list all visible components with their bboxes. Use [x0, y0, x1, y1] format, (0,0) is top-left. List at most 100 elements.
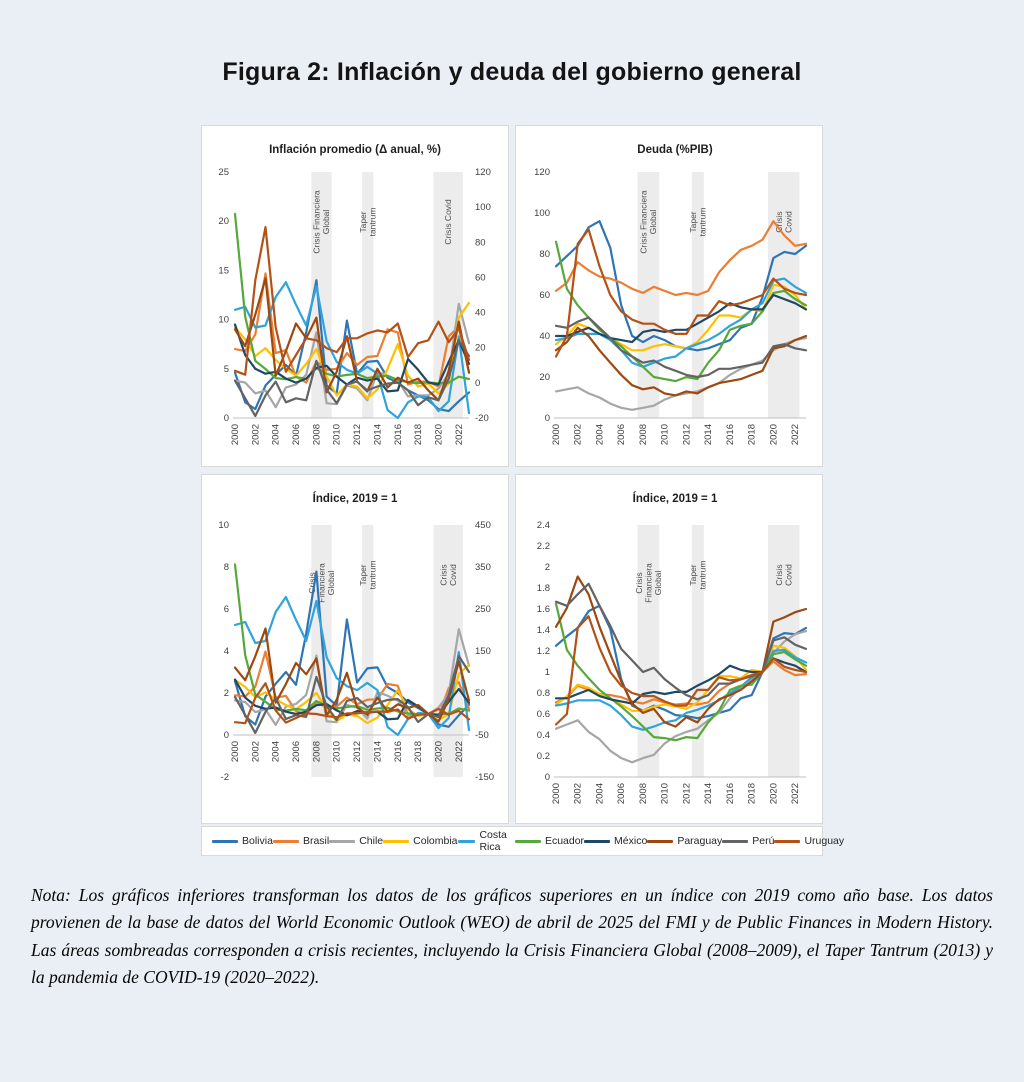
x-axis-tick: 2002	[250, 741, 261, 762]
figure-container: Crisis Financiera Global Taper tantrum Crisi…	[201, 125, 844, 856]
chart-canvas-2: Crisis Financiera Global Taper tantrum Crisis…	[218, 492, 494, 783]
chart-grid: Crisis Financiera Global Taper tantrum Crisi…	[201, 125, 823, 824]
crisis-band-label: Crisis Financiera	[312, 190, 322, 254]
y-axis-tick-left: 15	[218, 265, 229, 276]
series-line-uruguay	[233, 225, 471, 376]
crisis-band	[311, 525, 332, 777]
y-axis-tick-right: 0	[475, 378, 480, 389]
crisis-band-label: Taper	[358, 211, 368, 232]
legend-label: Costa Rica	[479, 829, 507, 853]
x-axis-tick: 2000	[551, 424, 562, 445]
crisis-band-label: Crisis	[774, 211, 784, 232]
series-line-uruguay	[233, 682, 471, 725]
chart-canvas-0: Crisis Financiera Global Taper tantrum Crisi…	[218, 144, 491, 445]
x-axis-tick: 2018	[747, 783, 758, 804]
x-axis-tick: 2020	[768, 783, 779, 804]
y-axis-tick-left: 80	[539, 249, 550, 260]
y-axis-tick-left: 20	[218, 216, 229, 227]
y-axis-tick-left: 10	[218, 520, 229, 531]
legend-line-swatch	[329, 839, 356, 843]
legend-item-bolivia: Bolivia	[212, 835, 273, 847]
series-line-brasil	[554, 220, 808, 297]
legend-label: Colombia	[413, 835, 458, 847]
series-line-uruguay	[554, 228, 808, 358]
legend-line-swatch	[584, 839, 611, 843]
y-axis-tick-left: 1.6	[537, 604, 550, 615]
legend-line-swatch	[457, 839, 476, 843]
legend-line-swatch	[272, 839, 299, 843]
x-axis-tick: 2010	[660, 783, 671, 804]
y-axis-tick-left: 0.4	[537, 730, 550, 741]
y-axis-tick-left: 2.4	[537, 520, 550, 531]
crisis-band-label: tantrum	[698, 208, 708, 237]
y-axis-tick-left: 120	[534, 167, 550, 178]
chart-canvas-3: Crisis Financiera Global Taper tantrum Crisis…	[537, 492, 808, 804]
legend-line-swatch	[514, 839, 541, 843]
chart-title: Índice, 2019 = 1	[633, 492, 718, 505]
x-axis-tick: 2014	[703, 783, 714, 804]
x-axis-tick: 2008	[638, 783, 649, 804]
y-axis-tick-right: 50	[475, 688, 486, 699]
crisis-band-label: Crisis	[634, 572, 644, 593]
chart-legend: Bolivia Brasil Chile Colombia Costa Rica Ecua…	[201, 826, 844, 856]
y-axis-tick-right: 80	[475, 237, 486, 248]
legend-label: Ecuador	[544, 835, 585, 847]
x-axis-tick: 2004	[271, 424, 282, 445]
legend-label: Paraguay	[677, 835, 723, 847]
crisis-band-label: tantrum	[698, 561, 708, 590]
x-axis-tick: 2016	[725, 424, 736, 445]
legend-label: Bolivia	[242, 835, 273, 847]
x-axis-tick: 2012	[352, 741, 363, 762]
crisis-band-label: Crisis	[307, 572, 317, 593]
x-axis-tick: 2020	[433, 424, 444, 445]
x-axis-tick: 2012	[681, 783, 692, 804]
y-axis-tick-left: 5	[224, 364, 229, 375]
y-axis-tick-left: 0.2	[537, 751, 550, 762]
legend-line-swatch	[383, 839, 410, 843]
crisis-band-label: Crisis	[438, 564, 448, 585]
crisis-band-label: tantrum	[368, 561, 378, 590]
y-axis-tick-left: 25	[218, 167, 229, 178]
x-axis-tick: 2012	[352, 424, 363, 445]
x-axis-tick: 2012	[681, 424, 692, 445]
legend-item-paraguay: Paraguay	[647, 835, 722, 847]
crisis-band-label: Crisis Covid	[443, 199, 453, 245]
x-axis-tick: 2006	[291, 424, 302, 445]
crisis-band-label: Financiera	[643, 563, 653, 603]
y-axis-tick-left: 0.8	[537, 688, 550, 699]
legend-label: Brasil	[302, 835, 330, 847]
crisis-band-label: Global	[653, 571, 663, 596]
crisis-band-label: Taper	[358, 564, 368, 585]
x-axis-tick: 2000	[230, 424, 241, 445]
x-axis-tick: 2010	[332, 741, 343, 762]
crisis-band	[637, 525, 660, 777]
series-line-perú	[233, 654, 471, 734]
series-line-perú	[233, 339, 471, 418]
y-axis-tick-right: 40	[475, 308, 486, 319]
y-axis-tick-left: 60	[539, 290, 550, 301]
series-line-paraguay	[233, 277, 471, 402]
y-axis-tick-left: 10	[218, 315, 229, 326]
legend-item-chile: Chile	[329, 835, 383, 847]
x-axis-tick: 2010	[660, 424, 671, 445]
y-axis-tick-left: 1.4	[537, 625, 550, 636]
crisis-band	[637, 172, 660, 418]
figure-title: Figura 2: Inflación y deuda del gobierno…	[222, 58, 802, 86]
legend-line-swatch	[722, 839, 749, 843]
y-axis-tick-left: 0	[224, 413, 229, 424]
crisis-band-label: Covid	[448, 564, 458, 586]
legend-line-swatch	[647, 839, 674, 843]
y-axis-tick-left: 1	[545, 667, 550, 678]
y-axis-tick-left: -2	[221, 772, 229, 783]
series-line-chile	[233, 302, 471, 409]
crisis-band	[691, 525, 704, 777]
x-axis-tick: 2016	[393, 741, 404, 762]
y-axis-tick-right: 100	[475, 202, 491, 213]
legend-item-méxico: México	[584, 835, 647, 847]
x-axis-tick: 2008	[311, 424, 322, 445]
legend-item-costa-rica: Costa Rica	[457, 829, 515, 853]
crisis-band-label: Covid	[783, 564, 793, 586]
crisis-band	[311, 172, 332, 418]
series-line-uruguay	[554, 615, 808, 726]
crisis-band	[362, 525, 374, 777]
